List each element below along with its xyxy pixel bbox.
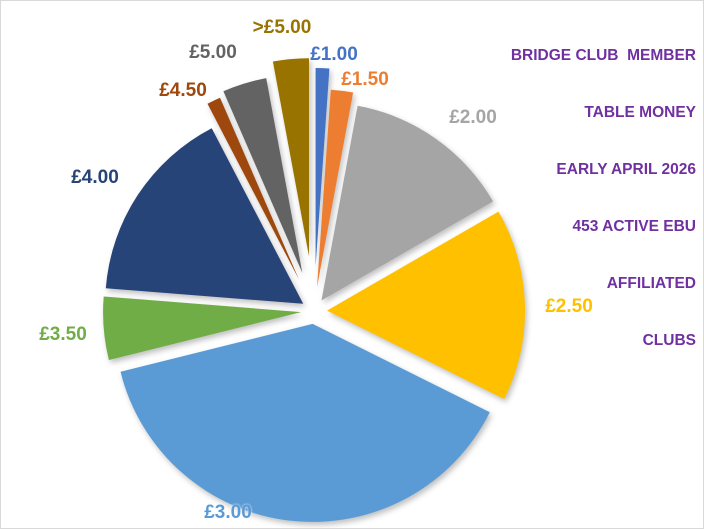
chart-title: BRIDGE CLUB MEMBER TABLE MONEY EARLY APR… [511, 8, 696, 388]
title-line-4: 453 ACTIVE EBU [572, 218, 696, 235]
pie-label-gbp-4-50: £4.50 [159, 80, 207, 101]
pie-slice-0 [315, 68, 330, 266]
pie-slice-3 [327, 211, 526, 399]
pie-slice-7 [207, 97, 299, 280]
pie-slice-1 [317, 89, 354, 288]
title-line-6: CLUBS [642, 332, 696, 349]
pie-slice-9 [272, 58, 309, 257]
pie-slice-8 [223, 78, 303, 273]
pie-label-gbp-5-00: £5.00 [189, 42, 237, 63]
pie-label-gbp-3-00: £3.00 [204, 502, 252, 523]
pie-slice-2 [321, 105, 493, 301]
pie-label-gbp-1-00: £1.00 [310, 44, 358, 65]
pie-label-gbp-4-00: £4.00 [71, 167, 119, 188]
pie-slice-6 [105, 128, 304, 304]
title-line-2: TABLE MONEY [584, 104, 696, 121]
title-line-1: BRIDGE CLUB MEMBER [510, 47, 696, 64]
pie-label-gbp-2-50: £2.50 [545, 296, 593, 317]
pie-slice-4 [120, 323, 490, 522]
pie-label-gbp-over-5-00: >£5.00 [252, 17, 312, 38]
title-line-5: AFFILIATED [606, 275, 696, 292]
pie-label-gbp-2-00: £2.00 [449, 107, 497, 128]
pie-label-gbp-3-50: £3.50 [39, 324, 87, 345]
title-line-3: EARLY APRIL 2026 [556, 161, 696, 178]
pie-label-gbp-1-50: £1.50 [341, 69, 389, 90]
pie-slice-5 [103, 296, 302, 360]
